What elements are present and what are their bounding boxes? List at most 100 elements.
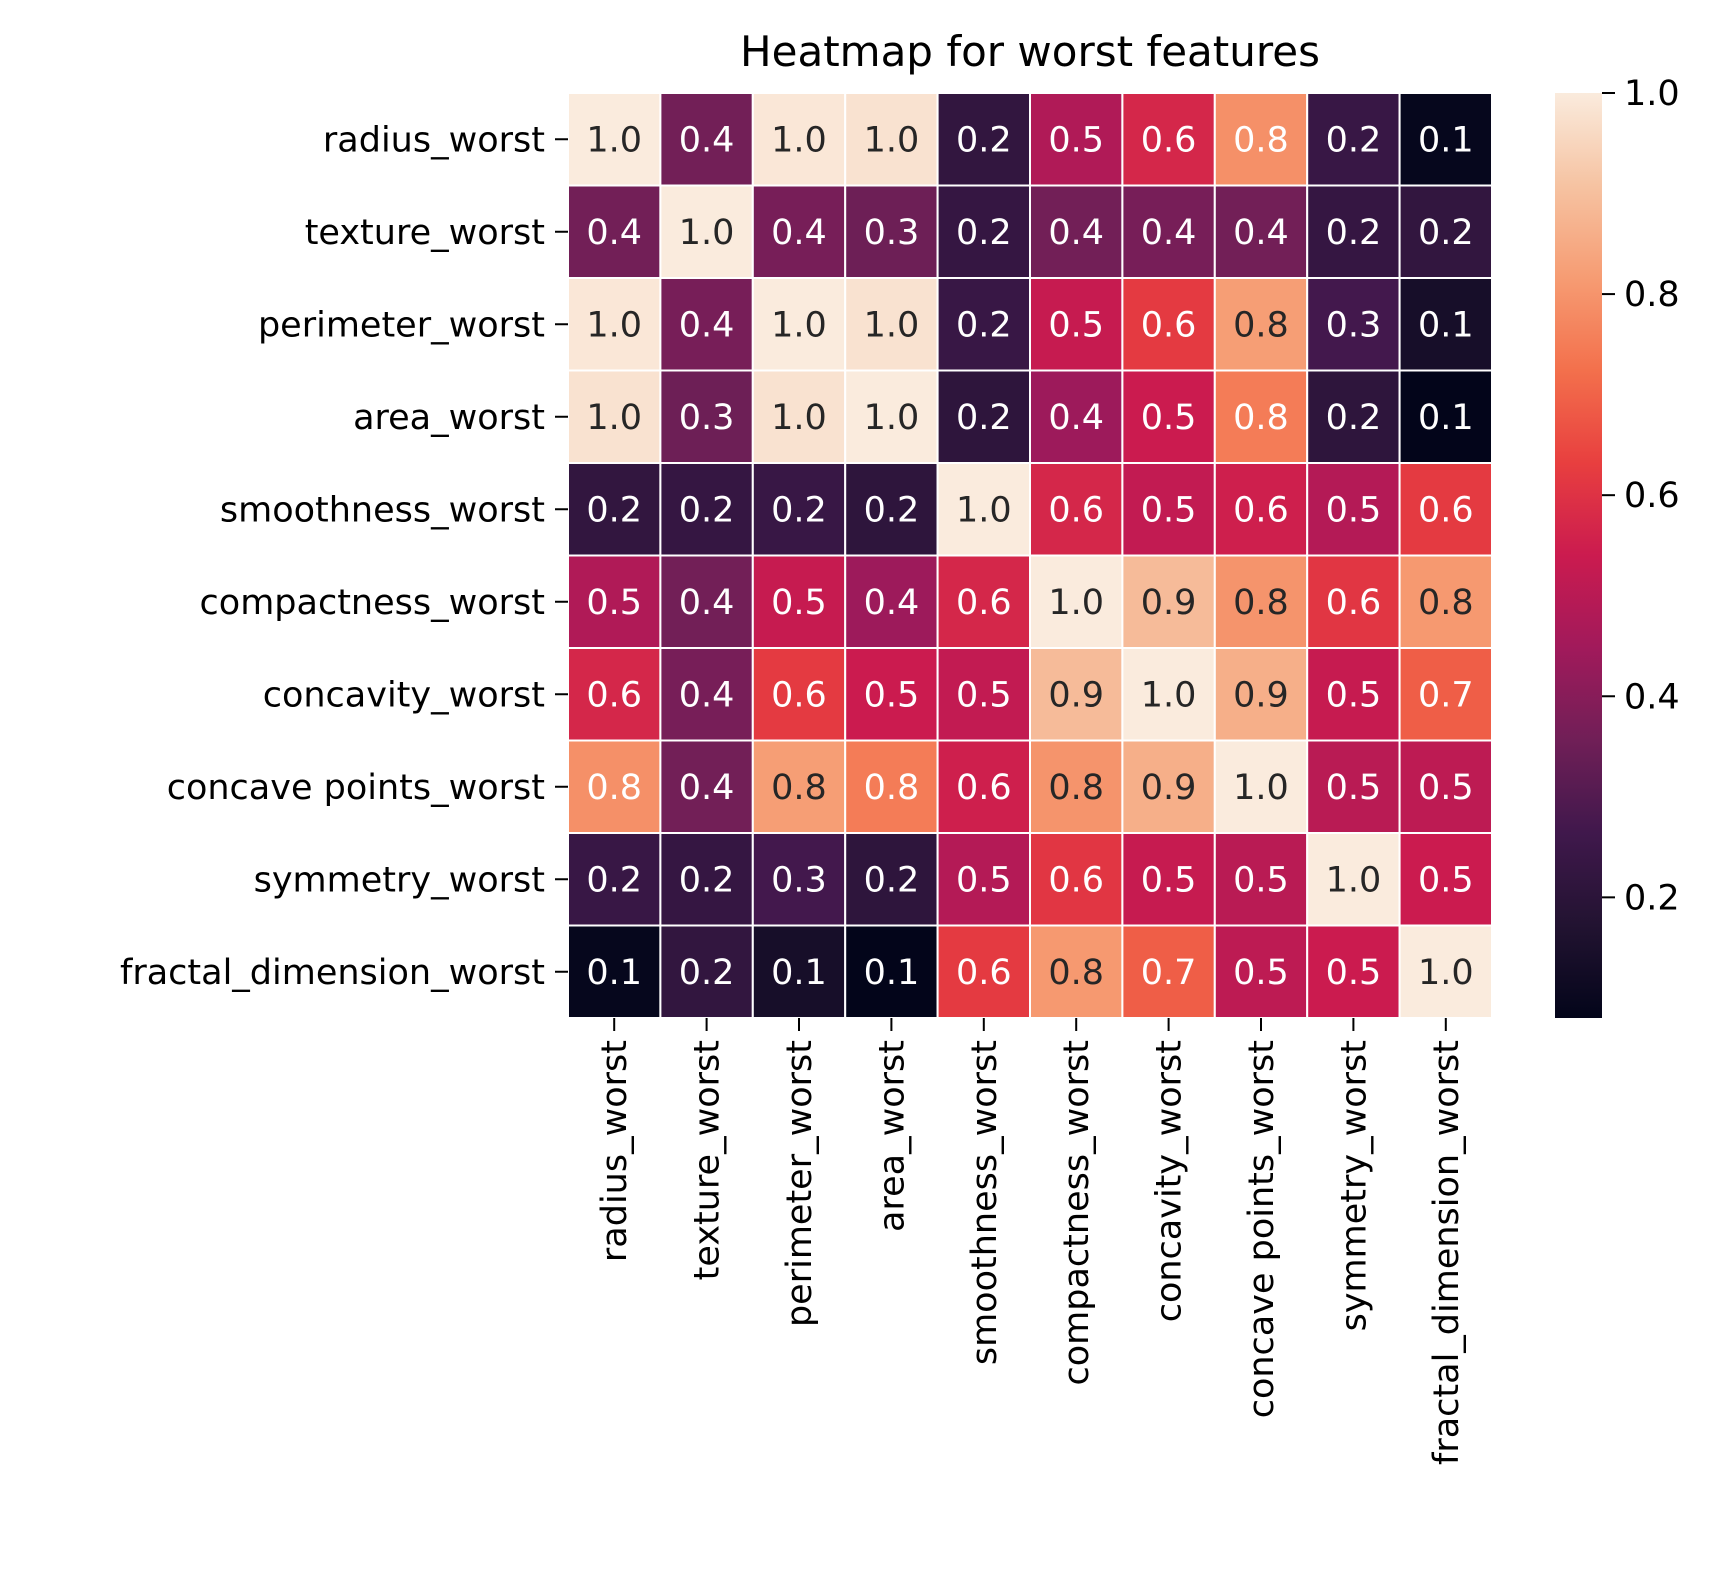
heatmap-cell (659, 739, 754, 834)
cell-value-label: 0.5 (1418, 860, 1474, 900)
heatmap-cell (659, 92, 754, 187)
heatmap-cell (1398, 369, 1493, 464)
cell-value-label: 1.0 (1233, 768, 1289, 808)
cell-value-label: 0.2 (1418, 213, 1474, 253)
cell-value-label: 0.8 (771, 768, 827, 808)
column-label: perimeter_worst (780, 1040, 820, 1327)
row-label: compactness_worst (200, 583, 545, 623)
heatmap-cell (567, 92, 662, 187)
heatmap-cell (1213, 832, 1309, 927)
cell-value-label: 1.0 (586, 398, 642, 438)
cell-value-label: 0.8 (1048, 953, 1104, 993)
column-label: smoothness_worst (965, 1040, 1005, 1365)
cell-value-label: 0.2 (1326, 398, 1382, 438)
heatmap-cell (751, 739, 847, 834)
cell-value-label: 0.4 (586, 213, 642, 253)
cell-value-label: 0.6 (1233, 490, 1289, 530)
cell-value-label: 1.0 (864, 305, 920, 345)
heatmap-cell (567, 277, 662, 372)
heatmap-cell (1121, 647, 1216, 742)
heatmap-cell (844, 832, 939, 927)
cell-value-label: 0.1 (1418, 398, 1474, 438)
cell-value-label: 0.1 (771, 953, 827, 993)
cell-value-label: 0.5 (1141, 490, 1197, 530)
colorbar-tick-label: 0.8 (1624, 275, 1680, 315)
cell-value-label: 0.6 (1326, 583, 1382, 623)
cell-value-label: 0.3 (771, 860, 827, 900)
cell-value-label: 1.0 (864, 398, 920, 438)
row-label: smoothness_worst (220, 490, 545, 530)
cell-value-label: 0.2 (679, 953, 735, 993)
heatmap-cell (1306, 369, 1401, 464)
cell-value-label: 0.9 (1141, 583, 1197, 623)
cell-value-label: 0.4 (679, 305, 735, 345)
row-label: area_worst (353, 398, 545, 438)
heatmap-cell (1398, 924, 1493, 1019)
cell-value-label: 0.5 (1326, 490, 1382, 530)
heatmap-cell (936, 554, 1031, 649)
cell-value-label: 0.1 (1418, 120, 1474, 160)
row-label: concave points_worst (167, 768, 545, 808)
heatmap-cell (659, 184, 754, 279)
column-labels: radius_worst texture_worst perimeter_worst… (595, 1018, 1467, 1465)
colorbar-ticks: 0.2 0.4 0.6 0.8 1.0 (1602, 74, 1680, 918)
cell-value-label: 1.0 (679, 213, 735, 253)
cell-value-label: 1.0 (956, 490, 1012, 530)
heatmap-cell (1121, 739, 1216, 834)
heatmap-cell (844, 554, 939, 649)
cell-value-label: 0.8 (1233, 305, 1289, 345)
cell-value-label: 0.2 (956, 398, 1012, 438)
cell-value-label: 0.5 (864, 675, 920, 715)
heatmap-cell (844, 647, 939, 742)
cell-value-label: 1.0 (771, 120, 827, 160)
heatmap-cell (936, 832, 1031, 927)
cell-value-label: 0.3 (679, 398, 735, 438)
cell-value-label: 0.5 (956, 860, 1012, 900)
row-label: fractal_dimension_worst (120, 953, 545, 993)
cell-value-label: 0.4 (1048, 213, 1104, 253)
heatmap-cell (1398, 739, 1493, 834)
heatmap-cell (1213, 92, 1309, 187)
cell-value-label: 0.8 (586, 768, 642, 808)
heatmap-cell (1121, 462, 1216, 557)
cell-value-label: 0.9 (1141, 768, 1197, 808)
heatmap-cell (1306, 832, 1401, 927)
heatmap-cell (1213, 462, 1309, 557)
cell-value-label: 1.0 (1141, 675, 1197, 715)
cell-value-label: 1.0 (1048, 583, 1104, 623)
cell-value-label: 0.5 (1141, 860, 1197, 900)
cell-value-label: 0.6 (956, 953, 1012, 993)
heatmap-cell (659, 462, 754, 557)
column-label: fractal_dimension_worst (1427, 1040, 1467, 1465)
heatmap-cell (1121, 832, 1216, 927)
heatmap-cell (1306, 277, 1401, 372)
cell-value-label: 0.4 (864, 583, 920, 623)
colorbar: 0.2 0.4 0.6 0.8 1.0 (1555, 74, 1680, 1018)
cell-value-label: 0.7 (1141, 953, 1197, 993)
heatmap-cell (751, 277, 847, 372)
cell-value-label: 0.2 (586, 860, 642, 900)
heatmap-cell (936, 924, 1031, 1019)
cell-value-label: 0.6 (956, 768, 1012, 808)
heatmap-cell (751, 832, 847, 927)
heatmap-cell (1029, 92, 1124, 187)
cell-value-label: 0.2 (956, 305, 1012, 345)
heatmap-cell (1029, 647, 1124, 742)
colorbar-gradient (1555, 93, 1602, 1018)
row-label: radius_worst (323, 120, 545, 160)
cell-value-label: 0.4 (771, 213, 827, 253)
heatmap-cell (1029, 554, 1124, 649)
cell-value-label: 0.2 (864, 860, 920, 900)
cell-value-label: 0.6 (1048, 490, 1104, 530)
heatmap-cell (1306, 554, 1401, 649)
heatmap-cell (1213, 277, 1309, 372)
heatmap-cell (567, 647, 662, 742)
cell-value-label: 0.8 (1233, 120, 1289, 160)
cell-value-label: 0.4 (1141, 213, 1197, 253)
row-label: concavity_worst (263, 675, 545, 715)
cell-value-label: 0.2 (956, 213, 1012, 253)
heatmap-cell (1213, 184, 1309, 279)
cell-value-label: 0.4 (1233, 213, 1289, 253)
cell-value-label: 0.3 (1326, 305, 1382, 345)
cell-value-label: 0.5 (956, 675, 1012, 715)
